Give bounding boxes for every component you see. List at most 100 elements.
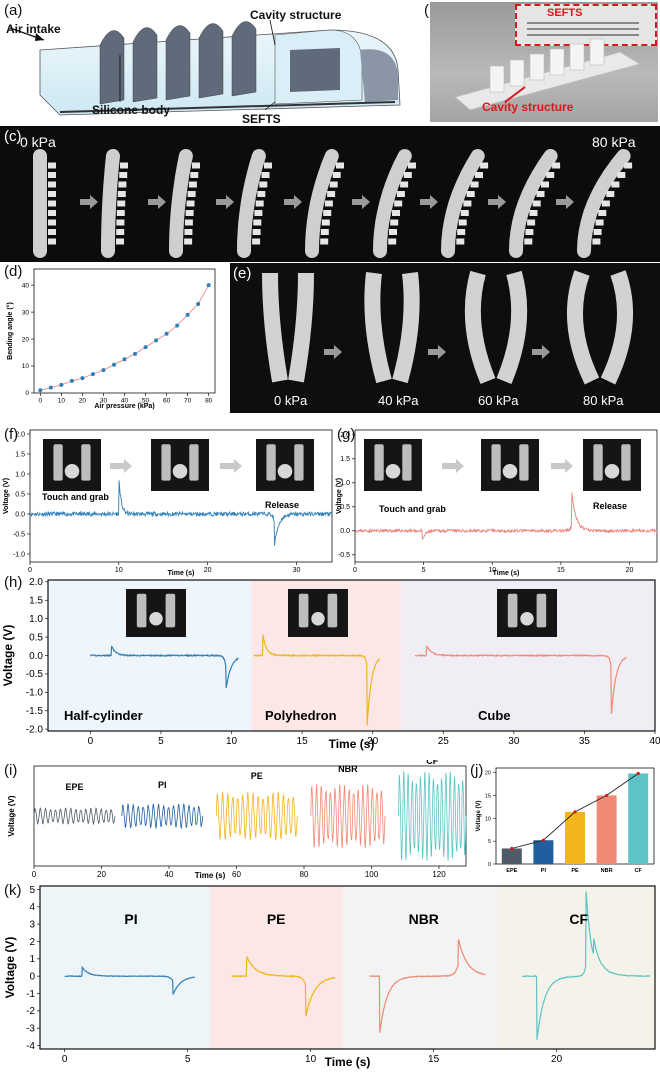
annotation-release: Release [593, 501, 627, 511]
y-tick-label: 30 [22, 309, 30, 316]
panel-label-e: (e) [233, 265, 252, 282]
gripper-finger-left [364, 272, 392, 384]
sequence-arrow [442, 459, 464, 473]
actuator-body-drawing [453, 38, 642, 111]
inset-label-sefts: SEFTS [547, 7, 583, 19]
photo-g-3-finger-right [621, 444, 631, 481]
actuator-rib [388, 238, 397, 245]
photo-f-1-finger-right [81, 444, 91, 481]
y-tick-label: 2 [29, 937, 35, 948]
actuator-rib [611, 181, 620, 188]
soft-actuator-schematic [9, 19, 401, 116]
chart-voltage-g: 0 5 10 15 20 -0.5 0.0 0.5 1.0 1.5 2.0 Time (s) Volta… [336, 429, 658, 577]
panel-d: (d) 0 10 20 30 40 50 60 70 80 0 10 20 30 40 Air pressu… [0, 263, 225, 413]
trend-point [541, 838, 545, 842]
actuator-rib [336, 162, 344, 169]
trend-point [605, 793, 609, 798]
actuator-rib [117, 191, 126, 197]
x-tick-label: 30 [508, 736, 520, 747]
gripper-finger-right [600, 270, 634, 385]
annotation-touch-and-grab: Touch and grab [379, 504, 446, 514]
actuator-rib [116, 229, 125, 235]
voltage-trace-nbr [310, 784, 386, 848]
region-label-polyhedron: Polyhedron [265, 708, 337, 723]
panel-label-f: (f) [4, 426, 19, 443]
x-tick-label: 5 [422, 567, 426, 574]
voltage-trace-epe [33, 807, 116, 826]
y-tick-label: 0 [488, 862, 491, 868]
actuator-rib [184, 229, 193, 235]
actuator-rib [187, 191, 196, 197]
y-tick-label: 20 [22, 336, 30, 343]
actuator-rib [552, 162, 561, 169]
actuator-rib [403, 172, 412, 178]
annotation-touch-and-grab: Touch and grab [42, 492, 109, 502]
actuator-7 [509, 149, 558, 258]
y-tick-label: 0.5 [29, 632, 43, 643]
x-tick-label: PE [571, 868, 579, 874]
actuator-rib [606, 191, 615, 197]
gripper-finger-left [464, 270, 496, 385]
photo-g-1-finger-left [374, 444, 384, 481]
x-tick-label: 120 [432, 870, 446, 879]
x-tick-label: 30 [293, 567, 301, 574]
actuator-rib [116, 210, 125, 216]
y-tick-label: 2.0 [340, 432, 350, 439]
actuator-rib [527, 219, 536, 226]
x-tick-label: 15 [557, 567, 565, 574]
actuator-rib [255, 200, 264, 207]
voltage-trace-pe [215, 791, 298, 840]
e-label-1: 40 kPa [378, 393, 419, 408]
actuator-rib [48, 172, 56, 178]
actuator-8 [577, 149, 631, 258]
trend-point [573, 810, 577, 814]
panel-label-j: (j) [470, 762, 484, 779]
photo-g-2-object [502, 463, 518, 479]
actuator-rib [390, 219, 399, 226]
y-tick-label: 0 [25, 390, 29, 397]
x-tick-label: 35 [579, 736, 591, 747]
y-tick-label: 1.0 [340, 480, 350, 487]
y-tick-label: 1 [29, 954, 35, 965]
data-point [175, 323, 180, 328]
gripper-finger-right [392, 272, 420, 384]
x-tick-label: 20 [626, 567, 634, 574]
actuator-rib [254, 210, 263, 216]
sequence-arrow [216, 195, 234, 209]
actuator-rib [48, 210, 56, 216]
photo-h-1-object [149, 612, 163, 626]
actuator-rib [253, 219, 262, 226]
y-axis-label: Voltage (V) [3, 478, 10, 514]
actuator-rib [320, 229, 329, 235]
y-tick-label: 1.5 [29, 596, 43, 607]
actuator-rib [116, 219, 125, 226]
x-tick-label: 15 [428, 1054, 440, 1065]
voltage-trace-g [355, 492, 658, 540]
actuator-rib [408, 162, 416, 169]
x-tick-label: 0 [32, 870, 37, 879]
photo-f-3-object [277, 463, 293, 479]
y-tick-label: -1 [26, 989, 35, 1000]
y-axis-label: Voltage (V) [3, 937, 17, 999]
y-tick-label: 15 [485, 793, 491, 799]
sefts-inset: SEFTS [515, 4, 657, 46]
voltage-trace-pi [121, 802, 204, 830]
actuator-rib [185, 210, 194, 216]
sequence-arrow [551, 459, 573, 473]
data-point [133, 351, 138, 356]
actuator-rib [598, 210, 607, 216]
x-tick-label: 5 [185, 1054, 191, 1065]
x-tick-label: CF [635, 868, 643, 874]
actuator-5 [373, 149, 412, 258]
actuator-rib [532, 200, 541, 207]
data-point [111, 362, 116, 367]
actuator-rib [186, 200, 195, 207]
panel-label-k: (k) [4, 882, 22, 899]
x-tick-label: 0 [62, 1054, 68, 1065]
y-tick-label: 2.0 [15, 431, 25, 438]
region-background [40, 886, 210, 1049]
actuator-6 [441, 149, 485, 258]
data-point [38, 388, 43, 393]
y-tick-label: 0.0 [15, 511, 25, 518]
